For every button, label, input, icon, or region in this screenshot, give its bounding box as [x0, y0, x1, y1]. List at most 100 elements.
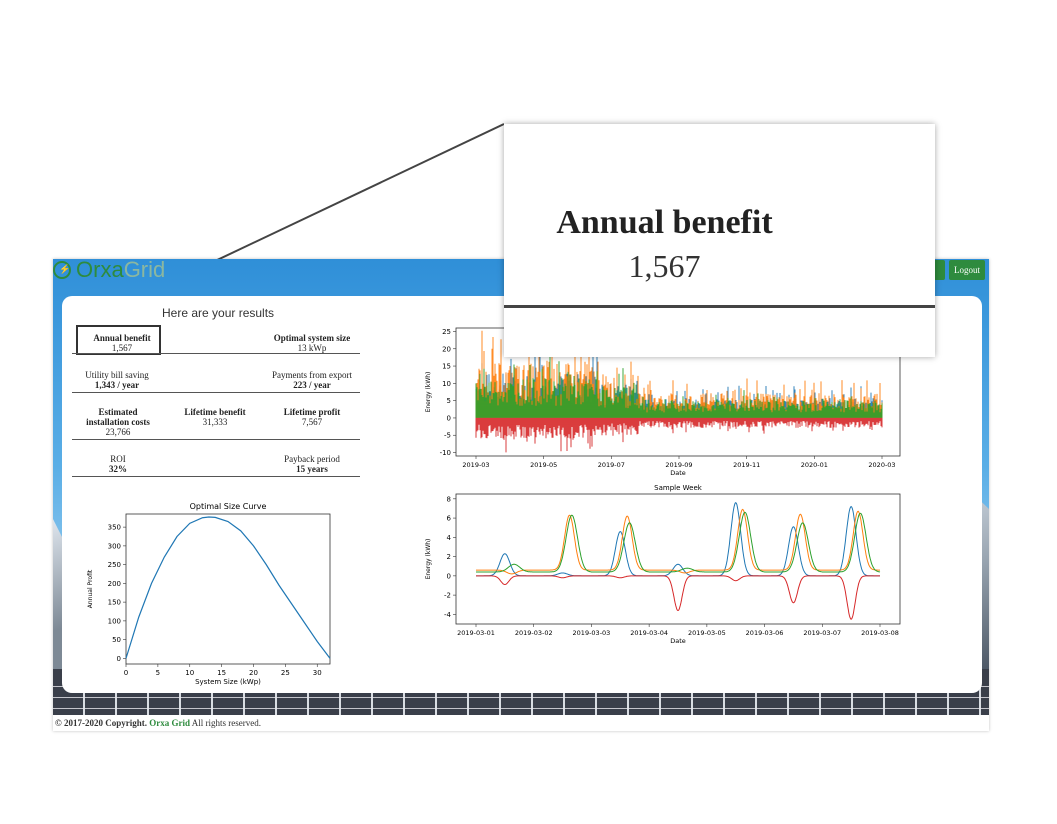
annual-benefit-label: Annual benefit [93, 333, 151, 343]
x-tick-label: 10 [185, 669, 194, 677]
x-tick-label: 15 [217, 669, 226, 677]
y-tick-label: -4 [444, 611, 452, 619]
week-series-green [476, 511, 881, 573]
roi-label: ROI [110, 454, 126, 464]
y-tick-label: 200 [108, 580, 121, 588]
highlight-box [76, 325, 161, 355]
stat-roi: ROI 32% [72, 454, 164, 474]
y-tick-label: 15 [442, 363, 451, 371]
lifetime-profit-value: 7,567 [301, 417, 323, 427]
y-axis-label: Energy (kWh) [425, 372, 432, 413]
divider [72, 353, 360, 354]
y-tick-label: 150 [108, 599, 121, 607]
x-tick-label: 2019-03-04 [630, 629, 668, 637]
lifetime-profit-label: Lifetime profit [283, 407, 341, 417]
chart-title: Sample Week [654, 484, 703, 492]
y-tick-label: 4 [447, 534, 452, 542]
payback-label: Payback period [284, 454, 340, 464]
y-axis-label: Energy (kWh) [425, 539, 432, 580]
x-axis-label: Date [670, 469, 686, 477]
week-series-red [476, 575, 880, 620]
export-payments-value: 223 / year [293, 380, 331, 390]
plot-frame [455, 493, 901, 625]
y-tick-label: 100 [108, 617, 121, 625]
footer-prefix: © 2017-2020 Copyright. [55, 718, 147, 728]
lifetime-benefit-label: Lifetime benefit [184, 407, 246, 417]
x-tick-label: 2019-03-05 [688, 629, 726, 637]
zoom-callout: Annual benefit 1,567 [504, 124, 935, 357]
x-tick-label: 2019-03-02 [515, 629, 553, 637]
stat-install-costs: Estimated installation costs 23,766 [72, 407, 164, 437]
stat-lifetime-profit: Lifetime profit 7,567 [267, 407, 357, 427]
x-tick-label: 2019-09 [665, 461, 692, 469]
results-title: Here are your results [162, 306, 275, 320]
y-tick-label: 350 [108, 524, 121, 532]
y-tick-label: 50 [112, 636, 121, 644]
x-tick-label: 2020-01 [801, 461, 828, 469]
series-red-marks [475, 417, 883, 453]
y-tick-label: 20 [442, 345, 451, 353]
stat-payback: Payback period 15 years [267, 454, 357, 474]
payback-value: 15 years [296, 464, 328, 474]
annual-energy-chart: -10 -5 0 5 10 15 20 25 2019-03 2019-05 2019-07 2019… [425, 327, 901, 477]
y-tick-label: 0 [447, 572, 451, 580]
stat-export-payments: Payments from export 223 / year [252, 370, 372, 390]
install-costs-value: 23,766 [105, 427, 131, 437]
zoom-rule [504, 305, 935, 308]
y-tick-label: -2 [444, 592, 451, 600]
x-tick-label: 2019-07 [598, 461, 625, 469]
divider [72, 439, 360, 440]
y-tick-label: 0 [447, 414, 451, 422]
x-tick-label: 2019-03-07 [803, 629, 841, 637]
series-green-marks [475, 354, 883, 418]
x-tick-label: 2019-03-06 [746, 629, 784, 637]
chart-title: Optimal Size Curve [190, 502, 267, 511]
y-tick-label: 25 [442, 328, 451, 336]
x-tick-label: 20 [249, 669, 258, 677]
optimal-size-value: 13 kWp [297, 343, 327, 353]
stat-annual-benefit: Annual benefit 1,567 [76, 333, 168, 353]
y-tick-label: 10 [442, 380, 451, 388]
y-tick-label: 6 [447, 515, 452, 523]
sample-week-chart: Sample Week -4 -2 0 2 4 6 8 2019-03-01 2019-03-02… [425, 484, 901, 645]
zoom-label: Annual benefit [556, 204, 773, 241]
y-tick-label: 300 [108, 542, 121, 550]
x-tick-label: 5 [156, 669, 160, 677]
y-tick-label: -10 [440, 449, 451, 457]
logout-button[interactable]: Logout [949, 260, 985, 280]
x-axis-label: System Size (kWp) [195, 678, 261, 686]
install-costs-label-1: Estimated [98, 407, 138, 417]
footer-suffix: All rights reserved. [191, 718, 261, 728]
utility-saving-label: Utility bill saving [85, 370, 149, 380]
app-logo[interactable]: ⚡ Orxa Grid [53, 259, 165, 283]
divider [72, 476, 360, 477]
stat-utility-saving: Utility bill saving 1,343 / year [72, 370, 162, 390]
stat-lifetime-benefit: Lifetime benefit 31,333 [170, 407, 260, 427]
x-tick-label: 25 [281, 669, 290, 677]
x-tick-label: 2019-03-03 [573, 629, 611, 637]
roi-value: 32% [109, 464, 127, 474]
x-tick-label: 2020-03 [868, 461, 895, 469]
zoom-value: 1,567 [628, 248, 701, 284]
footer-brand[interactable]: Orxa Grid [149, 718, 190, 728]
x-tick-label: 2019-11 [733, 461, 760, 469]
x-tick-label: 2019-03-01 [457, 629, 495, 637]
lifetime-benefit-value: 31,333 [202, 417, 228, 427]
install-costs-label-2: installation costs [86, 417, 150, 427]
y-tick-label: 8 [447, 495, 451, 503]
footer: © 2017-2020 Copyright. Orxa Grid All rig… [53, 715, 989, 731]
brand-part2: Grid [123, 259, 166, 282]
x-tick-label: 2019-03 [462, 461, 489, 469]
x-tick-label: 2019-03-08 [861, 629, 899, 637]
optimal-size-label: Optimal system size [273, 333, 351, 343]
y-tick-label: 5 [447, 397, 451, 405]
y-tick-label: 250 [108, 561, 121, 569]
y-tick-label: 2 [447, 553, 451, 561]
power-icon: ⚡ [53, 261, 71, 279]
y-axis-label: Annual Profit [87, 569, 94, 608]
stat-optimal-size: Optimal system size 13 kWp [252, 333, 372, 353]
y-tick-label: -5 [444, 432, 451, 440]
divider [72, 392, 360, 393]
x-tick-label: 2019-05 [530, 461, 557, 469]
